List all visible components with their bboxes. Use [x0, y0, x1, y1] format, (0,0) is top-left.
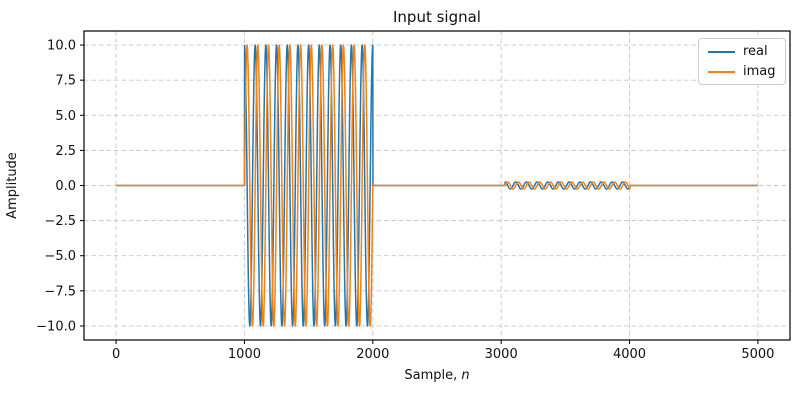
- x-tick-label: 1000: [228, 347, 261, 362]
- x-tick-label: 3000: [485, 347, 518, 362]
- y-tick-label: 2.5: [55, 144, 76, 159]
- axis-ticks: [80, 44, 759, 344]
- y-axis-label: Amplitude: [5, 152, 20, 219]
- series-line-imag: [115, 44, 759, 327]
- data-series: [115, 44, 759, 327]
- x-axis-label-variable: n: [461, 368, 469, 383]
- y-tick-label: 0.0: [55, 179, 76, 194]
- x-tick-label: 5000: [741, 347, 774, 362]
- legend-item-real: real: [708, 45, 775, 58]
- y-tick-label: 7.5: [55, 74, 76, 89]
- y-tick-label: 10.0: [47, 39, 76, 54]
- y-tick-label: −10.0: [36, 319, 76, 334]
- y-tick-label: 5.0: [55, 109, 76, 124]
- x-axis-label-prefix: Sample,: [404, 368, 461, 383]
- legend-item-imag: imag: [708, 64, 776, 79]
- y-tick-label: −7.5: [44, 284, 76, 299]
- legend-label-imag: imag: [743, 64, 776, 79]
- x-tick-label: 2000: [356, 347, 389, 362]
- x-tick-label: 0: [112, 347, 120, 362]
- x-tick-label: 4000: [613, 347, 646, 362]
- chart-title: Input signal: [393, 8, 481, 26]
- y-tick-label: −2.5: [44, 214, 76, 229]
- legend-line-imag-icon: [708, 70, 735, 73]
- axis-tick-labels: 0 1000 2000 3000 4000 5000 10.0 7.5 5.0 2.5 0.0 −2.…: [36, 39, 774, 362]
- legend-line-real-icon: [708, 50, 735, 53]
- legend: real imag: [698, 38, 786, 85]
- x-axis-label: Sample, n: [404, 368, 469, 383]
- legend-label-real: real: [743, 44, 768, 59]
- y-tick-label: −5.0: [44, 249, 76, 264]
